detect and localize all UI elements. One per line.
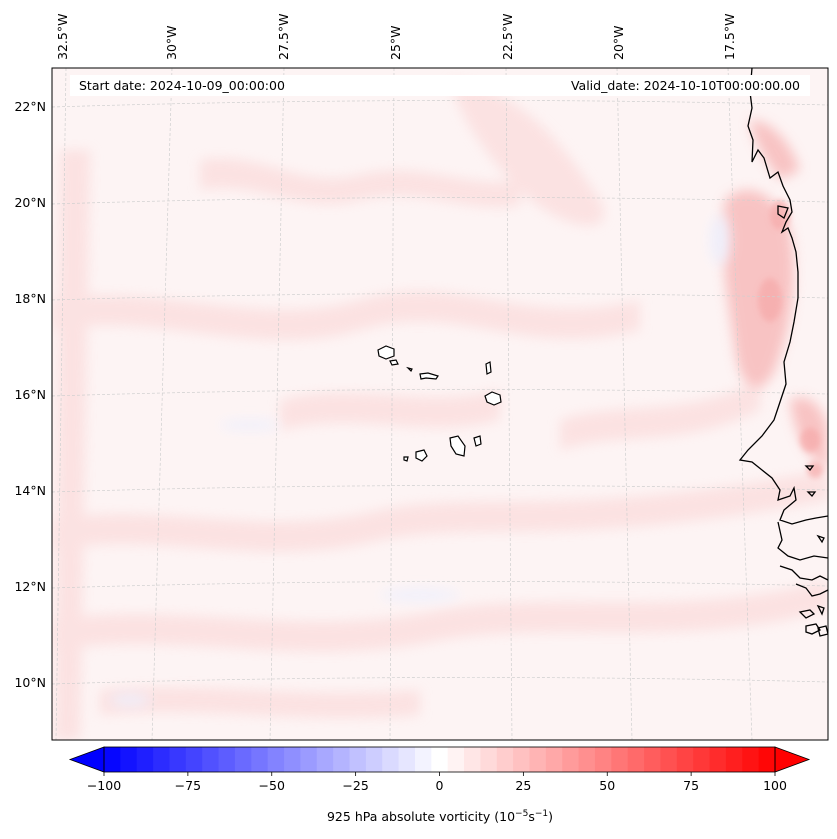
- colorbar-segment: [284, 747, 301, 772]
- colorbar-segment: [447, 747, 465, 772]
- colorbar-segment: [611, 747, 629, 772]
- colorbar-segment: [660, 747, 678, 772]
- colorbar-segment: [644, 747, 662, 772]
- lat-label: 22°N: [14, 99, 46, 114]
- colorbar-extend-min-arrow: [68, 746, 105, 773]
- colorbar-segment: [529, 747, 547, 772]
- colorbar-segment: [218, 747, 236, 772]
- african-coastline: [738, 68, 828, 637]
- island-santo-antao: [377, 345, 395, 360]
- colorbar-segment: [169, 747, 187, 772]
- colorbar-segment: [333, 747, 351, 772]
- colorbar-segment: [742, 747, 760, 772]
- colorbar-segment: [709, 747, 727, 772]
- lon-label: 30°W: [164, 25, 179, 60]
- colorbar-tick-label: −25: [342, 778, 368, 793]
- colorbar-ticks: −100 −75 −50 −25 0 25 50 75 100: [87, 772, 787, 793]
- colorbar-segment: [578, 747, 596, 772]
- island-santiago: [449, 435, 466, 457]
- colorbar-segments: [104, 747, 776, 772]
- colorbar-segment: [349, 747, 367, 772]
- lat-label: 18°N: [14, 291, 46, 306]
- valid-date-label: Valid_date: 2024-10-10T00:00:00.00: [571, 78, 800, 93]
- colorbar-segment: [316, 747, 334, 772]
- colorbar-segment: [267, 747, 285, 772]
- colorbar: −100 −75 −50 −25 0 25 50 75 100 925 hPa absolute…: [68, 746, 811, 824]
- colorbar-segment: [676, 747, 694, 772]
- lon-label: 20°W: [611, 25, 626, 60]
- lon-label: 27.5°W: [276, 14, 291, 60]
- island-brava: [403, 456, 409, 462]
- island-sao-nicolau: [419, 372, 439, 380]
- lat-label: 16°N: [14, 387, 46, 402]
- colorbar-tick-label: 100: [763, 778, 787, 793]
- colorbar-segment: [365, 747, 383, 772]
- date-label-strip: [70, 75, 810, 96]
- lon-label: 22.5°W: [500, 14, 515, 60]
- vorticity-field-shading: [52, 80, 828, 740]
- colorbar-label: 925 hPa absolute vorticity (10−5s−1): [327, 809, 553, 824]
- lat-label: 20°N: [14, 195, 46, 210]
- colorbar-segment: [758, 747, 776, 772]
- map-frame: [51, 67, 829, 741]
- cape-verde-islands: [377, 345, 502, 462]
- graticule: [52, 68, 828, 740]
- colorbar-segment: [136, 747, 154, 772]
- colorbar-segment: [431, 747, 449, 772]
- island-sao-vicente: [389, 359, 399, 366]
- lon-label: 17.5°W: [722, 14, 737, 60]
- colorbar-segment: [693, 747, 711, 772]
- map-panel: Start date: 2024-10-09_00:00:00 Valid_da…: [51, 67, 829, 741]
- colorbar-segment: [234, 747, 252, 772]
- colorbar-segment: [414, 747, 432, 772]
- colorbar-segment: [104, 747, 121, 772]
- island-santa-luzia: [406, 366, 413, 373]
- latitude-labels: 22°N 20°N 18°N 16°N 14°N 12°N 10°N: [14, 99, 46, 690]
- island-boa-vista: [484, 391, 502, 406]
- lat-label: 14°N: [14, 483, 46, 498]
- lat-label: 12°N: [14, 579, 46, 594]
- start-date-label: Start date: 2024-10-09_00:00:00: [79, 78, 285, 93]
- colorbar-segment: [202, 747, 220, 772]
- colorbar-tick-label: 0: [436, 778, 444, 793]
- colorbar-segment: [594, 747, 612, 772]
- lon-label: 32.5°W: [55, 14, 70, 60]
- colorbar-extend-max-arrow: [774, 746, 811, 773]
- colorbar-segment: [251, 747, 269, 772]
- colorbar-segment: [725, 747, 743, 772]
- lat-label: 10°N: [14, 675, 46, 690]
- colorbar-tick-label: −75: [175, 778, 201, 793]
- colorbar-tick-label: 50: [599, 778, 615, 793]
- colorbar-segment: [300, 747, 318, 772]
- colorbar-tick-label: −50: [259, 778, 285, 793]
- colorbar-segment: [185, 747, 203, 772]
- colorbar-tick-label: −100: [87, 778, 121, 793]
- colorbar-segment: [562, 747, 580, 772]
- colorbar-segment: [513, 747, 531, 772]
- colorbar-segment: [382, 747, 400, 772]
- colorbar-tick-label: 25: [515, 778, 531, 793]
- island-fogo: [415, 449, 428, 462]
- colorbar-segment: [545, 747, 563, 772]
- colorbar-tick-label: 75: [683, 778, 699, 793]
- colorbar-segment: [464, 747, 482, 772]
- colorbar-segment: [627, 747, 645, 772]
- longitude-labels: 32.5°W 30°W 27.5°W 25°W 22.5°W 20°W 17.5…: [55, 14, 737, 60]
- colorbar-segment: [153, 747, 171, 772]
- colorbar-segment: [398, 747, 416, 772]
- colorbar-segment: [496, 747, 514, 772]
- lon-label: 25°W: [388, 25, 403, 60]
- colorbar-segment: [480, 747, 498, 772]
- island-maio: [473, 435, 482, 447]
- island-sal: [485, 361, 492, 375]
- colorbar-segment: [120, 747, 138, 772]
